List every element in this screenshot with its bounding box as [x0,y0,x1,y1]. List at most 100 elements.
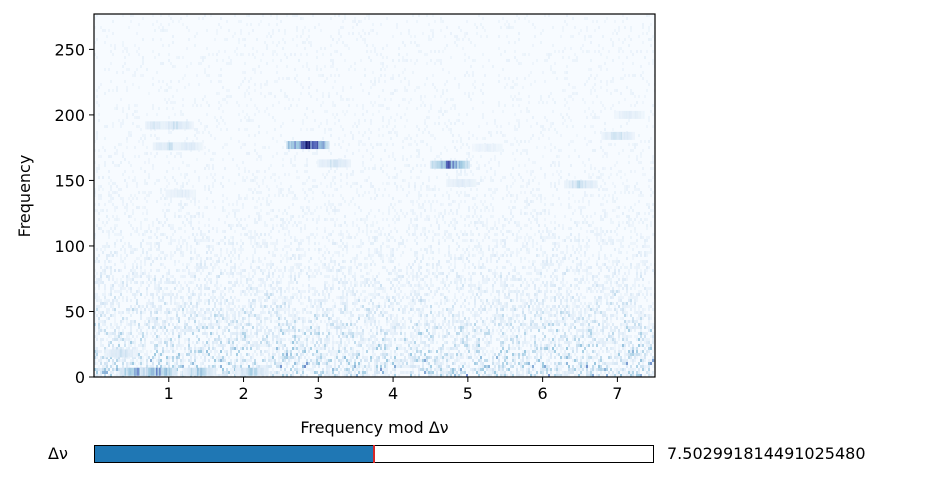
heatmap-cell [308,350,310,353]
heatmap-cell [312,323,314,326]
heatmap-cell [380,326,382,329]
heatmap-cell [178,239,180,242]
heatmap-cell [244,344,246,347]
heatmap-cell [184,203,186,206]
heatmap-cell [166,329,168,332]
heatmap-cell [380,374,382,377]
heatmap-cell [298,290,300,293]
heatmap-cell [224,143,226,146]
heatmap-cell [112,53,114,56]
heatmap-cell [384,188,386,191]
heatmap-cell [198,200,200,203]
heatmap-cell [382,341,384,344]
heatmap-cell [228,371,230,374]
heatmap-cell [236,224,238,227]
heatmap-cell [150,332,152,335]
heatmap-cell [294,353,296,356]
heatmap-cell [230,350,232,353]
heatmap-cell [244,323,246,326]
heatmap-cell [108,236,110,239]
heatmap-cell [200,326,202,329]
heatmap-cell [350,185,352,188]
heatmap-cell [336,341,338,344]
heatmap-cell [336,350,338,353]
heatmap-cell [306,374,308,377]
heatmap-cell [142,272,144,275]
heatmap-cell [226,341,228,344]
heatmap-cell [150,191,152,194]
heatmap-cell [300,368,302,371]
heatmap-cell [176,308,178,311]
heatmap-cell [250,278,252,281]
heatmap-cell [156,329,158,332]
heatmap-cell [372,332,374,335]
heatmap-cell [324,275,326,278]
heatmap-cell [378,341,380,344]
heatmap-cell [242,176,244,179]
heatmap-cell [234,362,236,365]
heatmap-cell [202,239,204,242]
heatmap-cell [276,371,278,374]
heatmap-cell [258,191,260,194]
heatmap-cell [142,140,144,143]
heatmap-cell [288,257,290,260]
heatmap-cell [268,296,270,299]
heatmap-cell [108,275,110,278]
heatmap-cell [322,53,324,56]
heatmap-cell [338,287,340,290]
heatmap-cell [288,221,290,224]
heatmap-cell [340,35,342,38]
heatmap-cell [344,371,346,374]
heatmap-cell [122,71,124,74]
heatmap-cell [144,206,146,209]
heatmap-cell [320,353,322,356]
heatmap-cell [146,68,148,71]
heatmap-cell [340,320,342,323]
heatmap-cell [136,182,138,185]
heatmap-cell [292,365,294,368]
heatmap-cell [254,134,256,137]
heatmap-cell [276,80,278,83]
heatmap-cell [206,287,208,290]
heatmap-cell [314,371,316,374]
heatmap-cell [130,245,132,248]
heatmap-cell [334,80,336,83]
heatmap-cell [388,194,390,197]
heatmap-cell [272,287,274,290]
heatmap-cell [310,44,312,47]
heatmap-cell [352,332,354,335]
heatmap-cell [146,335,148,338]
heatmap-cell [190,314,192,317]
heatmap-cell [268,353,270,356]
heatmap-cell [326,275,328,278]
heatmap-cell [370,122,372,125]
heatmap-cell [340,296,342,299]
heatmap-cell [386,365,388,368]
heatmap-cell [204,185,206,188]
heatmap-cell [198,176,200,179]
heatmap-cell [144,182,146,185]
heatmap-cell [376,374,378,377]
heatmap-cell [136,104,138,107]
heatmap-cell [110,272,112,275]
heatmap-cell [278,323,280,326]
heatmap-cell [338,143,340,146]
heatmap-cell [334,278,336,281]
heatmap-cell [310,95,312,98]
heatmap-cell [236,359,238,362]
heatmap-cell [284,323,286,326]
heatmap-cell [182,308,184,311]
heatmap-cell [278,362,280,365]
heatmap-cell [248,275,250,278]
heatmap-cell [206,335,208,338]
heatmap-cell [120,260,122,263]
heatmap-cell [358,263,360,266]
heatmap-cell [274,299,276,302]
heatmap-cell [290,269,292,272]
heatmap-cell [300,329,302,332]
heatmap-cell [378,320,380,323]
heatmap-cell [266,332,268,335]
heatmap-cell [234,263,236,266]
heatmap-cell [386,359,388,362]
heatmap-cell [154,338,156,341]
